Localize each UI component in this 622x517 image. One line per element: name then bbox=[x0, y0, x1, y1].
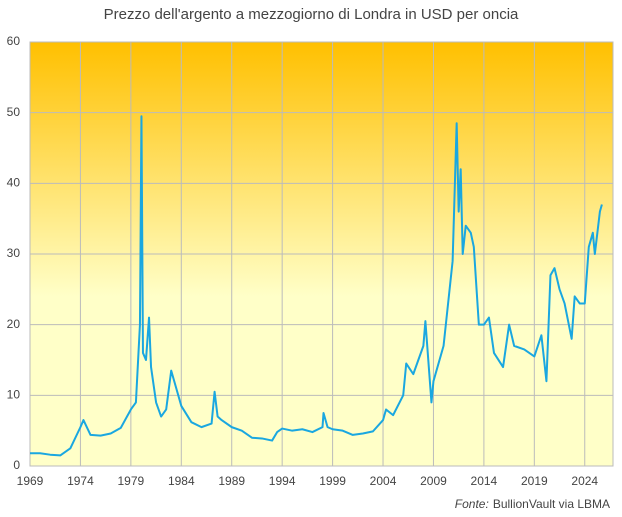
y-tick-label: 20 bbox=[7, 317, 21, 331]
x-tick-label: 1974 bbox=[67, 474, 94, 488]
plot-border bbox=[29, 41, 614, 467]
x-tick-label: 1969 bbox=[17, 474, 44, 488]
x-tick-label: 1979 bbox=[118, 474, 145, 488]
data-line bbox=[30, 115, 603, 457]
x-tick-label: 2014 bbox=[471, 474, 498, 488]
source-label: Fonte: bbox=[455, 497, 489, 511]
y-tick-label: 40 bbox=[7, 176, 21, 190]
x-tick-label: 1999 bbox=[319, 474, 346, 488]
x-tick-label: 1984 bbox=[168, 474, 195, 488]
source-text: BullionVault via LBMA bbox=[493, 497, 610, 511]
x-tick-label: 2009 bbox=[420, 474, 447, 488]
y-tick-label: 50 bbox=[7, 105, 21, 119]
x-tick-label: 2024 bbox=[571, 474, 598, 488]
source: Fonte: BullionVault via LBMA bbox=[455, 497, 610, 511]
x-tick-label: 1989 bbox=[218, 474, 245, 488]
y-tick-label: 0 bbox=[13, 458, 20, 472]
y-tick-label: 30 bbox=[7, 246, 21, 260]
x-tick-label: 1994 bbox=[269, 474, 296, 488]
chart-title: Prezzo dell'argento a mezzogiorno di Lon… bbox=[104, 6, 519, 23]
x-tick-label: 2004 bbox=[370, 474, 397, 488]
x-tick-label: 2019 bbox=[521, 474, 548, 488]
y-tick-label: 10 bbox=[7, 388, 21, 402]
y-tick-label: 60 bbox=[7, 34, 21, 48]
